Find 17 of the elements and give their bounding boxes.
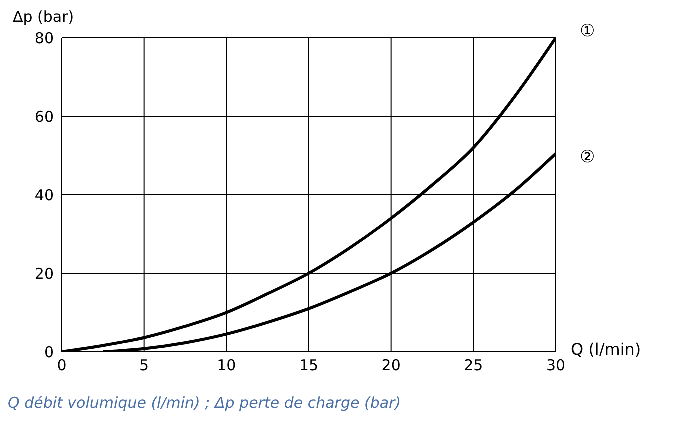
y-tick-label: 80 (34, 29, 54, 48)
x-tick-label: 20 (382, 356, 401, 375)
x-tick-label: 10 (217, 356, 236, 375)
x-axis-title: Q (l/min) (571, 340, 642, 359)
series-label: ② (580, 147, 596, 168)
x-tick-label: 15 (299, 356, 319, 375)
series-label: ① (580, 22, 596, 42)
x-tick-label: 0 (57, 356, 67, 375)
y-axis-title: Δp (bar) (12, 8, 76, 26)
x-tick-label: 25 (464, 356, 484, 375)
y-tick-label: 20 (34, 264, 54, 283)
y-tick-label: 40 (34, 186, 54, 204)
text: Q débit volumique (l/min) ; Δp perte de charge (bar) (8, 394, 402, 412)
x-tick-label: 5 (140, 356, 150, 375)
x-tick-label: 30 (546, 356, 566, 375)
y-tick-label: 0 (44, 343, 54, 362)
y-tick-label: 60 (34, 108, 54, 126)
